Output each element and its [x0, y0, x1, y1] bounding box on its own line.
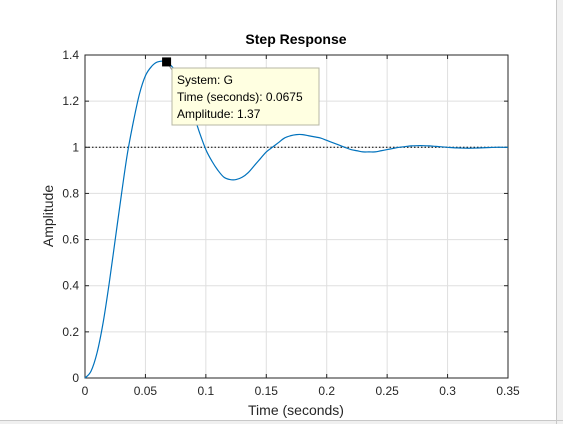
datatip-box — [171, 67, 320, 126]
x-tick-label: 0.35 — [496, 384, 520, 398]
y-tick-label: 1.2 — [62, 94, 79, 108]
x-tick-label: 0.15 — [255, 384, 279, 398]
window-bottom-edge — [0, 420, 563, 421]
x-tick-labels: 0 0.05 0.1 0.15 0.2 0.25 0.3 0.35 — [82, 384, 520, 398]
window-right-edge — [556, 0, 557, 424]
y-axis-label: Amplitude — [40, 185, 56, 247]
x-tick-label: 0.05 — [134, 384, 158, 398]
x-tick-label: 0.1 — [198, 384, 215, 398]
axis-ticks — [84, 54, 509, 379]
chart-title: Step Response — [245, 31, 346, 47]
plot-box — [84, 54, 509, 379]
datatip[interactable]: System: G Time (seconds): 0.0675 Amplitu… — [171, 67, 320, 126]
y-tick-label: 0.8 — [62, 186, 79, 200]
datatip-marker[interactable] — [162, 57, 172, 67]
step-response-line[interactable] — [84, 60, 508, 379]
y-tick-label: 1.4 — [62, 48, 79, 62]
datatip-system-text: System: G — [177, 73, 233, 87]
y-tick-label: 0.6 — [62, 233, 79, 247]
y-tick-label: 0 — [72, 371, 79, 385]
x-tick-label: 0.2 — [318, 384, 335, 398]
datatip-amplitude-text: Amplitude: 1.37 — [177, 107, 261, 121]
x-axis-label: Time (seconds) — [248, 402, 344, 418]
datatip-time-text: Time (seconds): 0.0675 — [177, 90, 303, 104]
y-tick-label: 0.4 — [62, 279, 79, 293]
x-tick-label: 0 — [82, 384, 89, 398]
x-tick-label: 0.3 — [439, 384, 456, 398]
y-tick-label: 1 — [72, 140, 79, 154]
x-tick-label: 0.25 — [375, 384, 399, 398]
y-tick-labels: 0 0.2 0.4 0.6 0.8 1 1.2 1.4 — [62, 48, 79, 385]
y-tick-label: 0.2 — [62, 325, 79, 339]
